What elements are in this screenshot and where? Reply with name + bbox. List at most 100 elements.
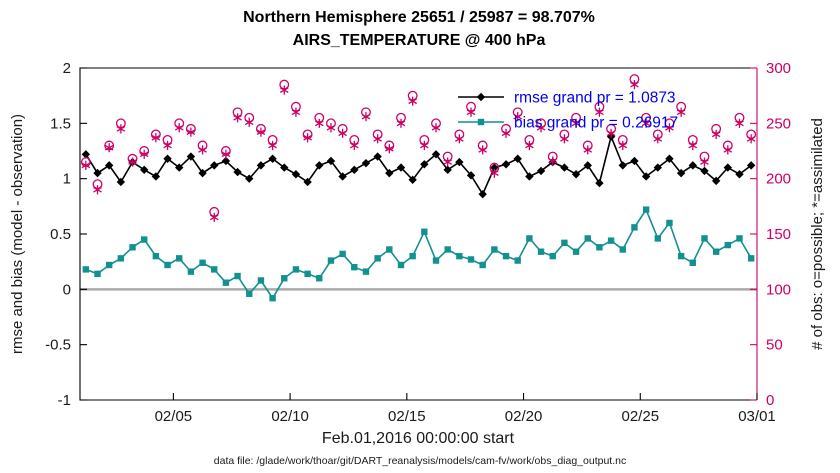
asterisk-marker xyxy=(268,140,277,151)
square-marker xyxy=(736,235,743,242)
square-marker xyxy=(105,261,113,269)
diamond-marker xyxy=(478,189,487,199)
square-marker xyxy=(549,252,556,260)
asterisk-marker xyxy=(104,143,114,153)
right-tick-label: 150 xyxy=(766,226,791,243)
asterisk-marker xyxy=(513,112,523,122)
diamond-marker xyxy=(431,150,441,159)
square-marker xyxy=(234,272,241,280)
asterisk-marker xyxy=(525,140,534,151)
diamond-marker xyxy=(396,163,406,172)
asterisk-marker xyxy=(501,128,511,138)
square-marker xyxy=(269,294,276,302)
series-assimilated xyxy=(81,80,756,222)
asterisk-marker xyxy=(116,124,126,134)
asterisk-marker xyxy=(618,140,628,151)
diamond-marker xyxy=(186,152,196,161)
series-line xyxy=(85,207,752,300)
square-marker xyxy=(117,255,125,262)
square-marker xyxy=(386,246,393,253)
diamond-marker xyxy=(233,167,242,177)
right-tick-label: 50 xyxy=(766,337,783,354)
diamond-marker xyxy=(280,163,289,172)
diamond-marker xyxy=(245,174,254,183)
asterisk-marker xyxy=(408,96,417,106)
left-tick-label: 2 xyxy=(63,60,71,77)
asterisk-marker xyxy=(186,127,196,137)
square-marker xyxy=(140,236,148,243)
x-tick-label: 02/05 xyxy=(155,408,193,425)
square-marker xyxy=(526,235,533,242)
diamond-marker xyxy=(466,171,476,180)
square-marker xyxy=(561,239,568,247)
diamond-marker xyxy=(256,161,266,170)
asterisk-marker xyxy=(595,107,604,117)
left-tick-label: 0.5 xyxy=(50,226,71,243)
asterisk-marker xyxy=(560,134,569,144)
diamond-marker xyxy=(198,168,207,178)
x-tick-label: 03/01 xyxy=(738,408,776,425)
diamond-marker xyxy=(536,166,546,176)
asterisk-marker xyxy=(81,160,91,170)
right-tick-label: 200 xyxy=(766,171,791,188)
diamond-marker xyxy=(315,161,324,170)
chart-title-line1: Northern Hemisphere 25651 / 25987 = 98.7… xyxy=(243,9,595,26)
square-marker xyxy=(584,235,591,242)
asterisk-marker xyxy=(209,212,219,222)
legend-entry-rmse: rmse grand pr = 1.0873 xyxy=(458,90,676,107)
diamond-marker xyxy=(676,168,686,178)
asterisk-marker xyxy=(490,168,499,178)
square-marker xyxy=(456,252,463,260)
diamond-marker xyxy=(163,154,172,163)
asterisk-marker xyxy=(455,134,464,144)
left-tick-label: -1 xyxy=(58,392,71,409)
diamond-marker xyxy=(630,156,639,166)
square-marker xyxy=(351,264,358,271)
x-tick-label: 02/25 xyxy=(622,408,660,425)
data-file-caption: data file: /glade/work/thoar/git/DART_re… xyxy=(214,455,626,467)
square-marker xyxy=(701,235,708,242)
asterisk-marker xyxy=(571,118,581,128)
square-marker xyxy=(327,257,335,264)
asterisk-marker xyxy=(478,145,488,155)
asterisk-marker xyxy=(676,107,686,117)
asterisk-marker xyxy=(711,129,721,139)
series-layer xyxy=(80,74,757,302)
asterisk-marker xyxy=(326,123,336,133)
legend: rmse grand pr = 1.0873 bias grand pr = 0.… xyxy=(458,90,678,132)
diamond-marker xyxy=(338,172,347,181)
asterisk-marker xyxy=(630,80,639,90)
y-axis-label-right: # of obs: o=possible; *=assimilated xyxy=(809,118,826,350)
square-marker xyxy=(152,252,160,260)
diamond-marker xyxy=(139,165,149,175)
diamond-marker xyxy=(93,168,102,178)
asterisk-marker xyxy=(291,107,301,117)
square-marker xyxy=(339,250,346,258)
square-marker xyxy=(374,255,381,262)
left-tick-label: 0 xyxy=(63,281,71,298)
diamond-marker xyxy=(688,161,698,170)
square-marker xyxy=(689,259,697,266)
chart-title-line2: AIRS_TEMPERATURE @ 400 hPa xyxy=(293,32,546,49)
square-marker xyxy=(477,118,485,126)
square-marker xyxy=(747,255,755,262)
asterisk-marker xyxy=(443,157,453,167)
asterisk-marker xyxy=(221,149,231,159)
square-marker xyxy=(362,268,370,275)
asterisk-marker xyxy=(420,140,429,151)
square-marker xyxy=(712,248,720,255)
square-marker xyxy=(502,252,510,260)
asterisk-marker xyxy=(606,128,616,138)
asterisk-marker xyxy=(279,85,289,95)
diamond-marker xyxy=(326,156,336,166)
asterisk-marker xyxy=(746,134,756,144)
square-marker xyxy=(199,259,206,266)
asterisk-marker xyxy=(735,118,744,128)
asterisk-marker xyxy=(548,156,558,166)
asterisk-marker xyxy=(536,123,546,133)
diamond-marker xyxy=(490,163,499,172)
square-marker xyxy=(292,266,300,273)
square-marker xyxy=(479,261,486,269)
axes: -1 -0.5 0 0.5 1 1.5 2 0 50 100 150 200 250 300 02/05 02… xyxy=(45,60,791,425)
